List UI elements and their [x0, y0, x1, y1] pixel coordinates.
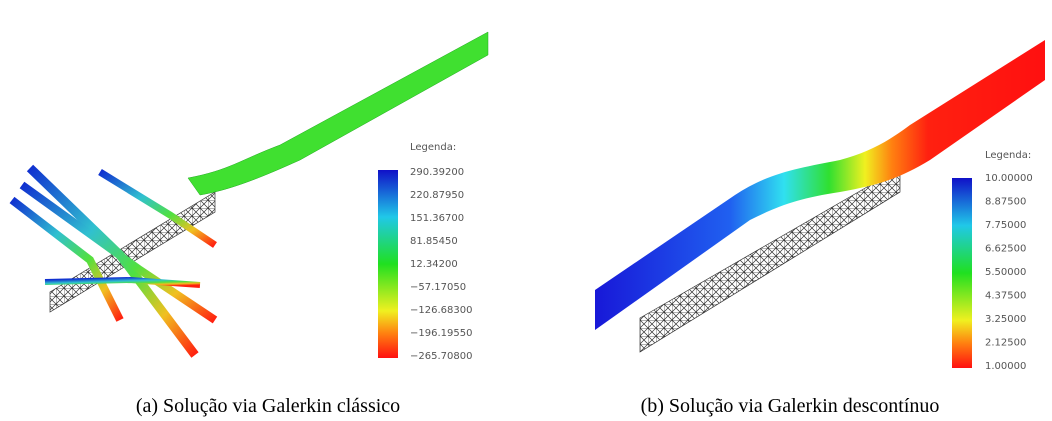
legend-value: 151.36700	[410, 213, 464, 224]
legend-value: 5.50000	[985, 267, 1026, 278]
legend-value: −126.68300	[410, 305, 472, 316]
legend-value: 1.00000	[985, 361, 1026, 372]
legend-value: 290.39200	[410, 167, 464, 178]
legend-title: Legenda:	[985, 150, 1031, 161]
legend-value: −57.17050	[410, 282, 466, 293]
panel-b: Legenda:	[595, 40, 1045, 368]
ribbon	[45, 280, 200, 285]
legend-value: 6.62500	[985, 244, 1026, 255]
caption: (b) Solução via Galerkin descontínuo	[641, 395, 940, 417]
beam	[595, 40, 1045, 330]
legend-value: 10.00000	[985, 173, 1033, 184]
legend-value: −196.19550	[410, 328, 472, 339]
legend-value: 220.87950	[410, 190, 464, 201]
legend-value: 4.37500	[985, 291, 1026, 302]
colorbar	[952, 178, 972, 368]
legend-title: Legenda:	[410, 142, 456, 153]
legend-value: 2.12500	[985, 338, 1026, 349]
colorbar	[378, 170, 398, 358]
legend-value: 81.85450	[410, 236, 458, 247]
legend-value: 8.87500	[985, 197, 1026, 208]
legend-value: 7.75000	[985, 220, 1026, 231]
legend-value: −265.70800	[410, 351, 472, 362]
legend-value: 3.25000	[985, 314, 1026, 325]
legend-value: 12.34200	[410, 259, 458, 270]
figure: Legenda: Legenda: (a) Solução via Galerk…	[0, 0, 1052, 421]
caption: (a) Solução via Galerkin clássico	[136, 395, 400, 417]
